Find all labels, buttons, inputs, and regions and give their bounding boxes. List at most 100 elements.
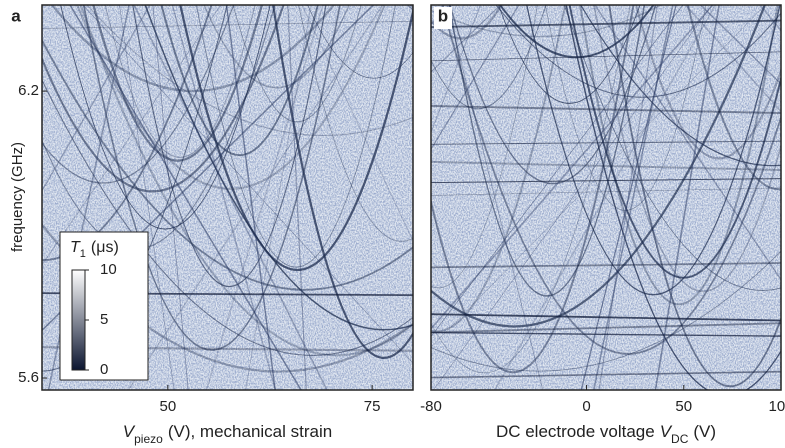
panel-label: b [438,6,448,25]
colorbar-tick-label: 0 [100,361,108,378]
x-tick-label: 100 [768,398,785,415]
spectral-line [431,5,663,38]
axis-label: Vpiezo (V), mechanical strain [123,422,332,446]
spectral-line [431,331,781,337]
spectral-line [431,5,714,331]
spectral-line [69,5,302,390]
spectral-line [431,5,501,73]
spectral-line [431,5,520,151]
spectral-line [594,5,781,281]
spectral-line [654,5,720,390]
spectral-lines [431,5,781,390]
spectral-line [700,5,781,85]
spectral-line [79,5,413,357]
spectral-line [133,5,328,390]
panel-label-box [434,7,452,29]
spectral-line [593,5,674,390]
colorbar [71,269,86,371]
spectral-line [50,5,336,92]
spectral-line [179,5,413,271]
spectral-line [431,178,781,184]
spectral-line [579,5,779,306]
spectral-line [127,5,384,390]
spectral-line [431,5,547,110]
x-tick-label: 50 [675,398,692,415]
spectral-line [563,5,781,291]
label-symbol: V [660,422,673,441]
spectral-line [526,5,781,296]
spectral-line [42,5,285,193]
spectral-line [593,5,781,293]
spectral-line [431,5,684,338]
spectral-line [431,262,781,269]
label-subscript: DC [671,432,689,446]
spectral-line [144,5,413,331]
spectral-line [431,322,781,334]
spectral-line [431,5,538,289]
spectral-line [431,19,781,29]
spectral-line [431,250,781,372]
spectral-line [42,38,413,291]
x-tick-label: 75 [364,398,381,415]
spectral-line [431,187,781,196]
spectral-line [76,5,386,190]
spectral-line [441,5,781,355]
spectral-line [225,5,276,390]
spectral-line [42,5,235,184]
axis-label: DC electrode voltage VDC (V) [496,422,716,446]
spectral-line [495,5,781,98]
spectral-line [580,5,781,166]
spectral-line [245,5,312,390]
spectral-line [431,5,766,348]
spectral-line [171,5,276,390]
spectral-line [42,20,413,29]
label-text: (μs) [91,239,119,256]
label-text: (V) [693,422,716,441]
spectral-line [446,5,544,390]
spectral-line [196,5,396,268]
y-axis-label: frequency (GHz) [9,142,26,252]
spectral-line [272,5,413,359]
spectral-line [298,5,413,242]
spectral-line [82,5,413,364]
colorbar-tick-label: 5 [100,311,108,328]
spectral-line [494,5,717,390]
spectral-line [565,5,781,390]
panel-frame [430,4,782,391]
spectral-line [431,5,766,328]
spectral-line [152,5,189,390]
spectral-line [119,5,175,390]
spectral-line [132,5,327,287]
spectral-line [449,5,657,184]
spectral-line [433,5,713,390]
spectral-line [431,370,781,379]
spectral-line [431,5,567,332]
y-tick-label: 5.6 [18,369,39,386]
x-tick-label: 0 [582,398,590,415]
spectral-line [431,5,631,373]
spectral-line [205,5,324,390]
spectral-line [686,5,781,191]
label-text: DC electrode voltage [496,422,655,441]
spectral-line [684,5,781,113]
colorbar-tick-label: 10 [100,261,117,278]
spectral-line [580,5,677,390]
spectral-line [431,104,781,115]
spectral-line [42,78,413,356]
spectral-line [448,5,646,297]
spectral-line [301,5,413,243]
panel-frame [41,4,414,391]
panel-label: a [11,6,21,25]
spectral-line [42,5,374,332]
label-symbol: T [70,239,81,256]
label-text: (V), mechanical strain [168,422,332,441]
spectral-line [431,5,635,374]
spectral-line [104,5,256,158]
spectral-line [160,5,319,157]
spectral-line [431,5,482,134]
axis-label: T1 (μs) [70,239,119,260]
spectral-line [598,5,658,390]
spectral-line [82,5,341,351]
spectral-line [42,222,413,373]
